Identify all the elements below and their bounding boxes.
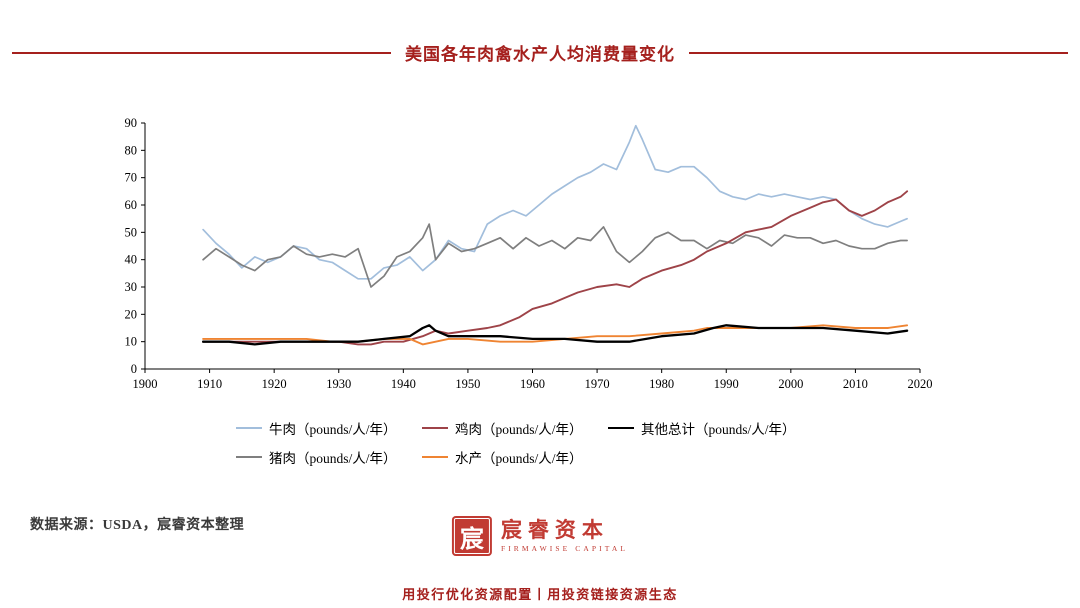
company-seal-icon: 宸 xyxy=(451,516,492,556)
legend-item-pork: 猪肉（pounds/人/年） xyxy=(236,447,420,467)
chart-area: 0 10 20 30 40 50 60 70 80 90 1900 1910 1920 1930 1940 1… xyxy=(86,111,1080,467)
company-slogan: 用投行优化资源配置丨用投资链接资源生态 xyxy=(402,587,678,602)
data-source: 数据来源：USDA，宸睿资本整理 xyxy=(30,518,245,533)
legend-swatch-pork xyxy=(236,456,262,458)
y-tick-label: 50 xyxy=(125,225,138,239)
y-tick-label: 0 xyxy=(131,362,137,376)
y-tick-label: 20 xyxy=(125,307,138,321)
header: 美国各年肉禽水产人均消费量变化 xyxy=(0,0,1080,65)
x-tick-label: 1980 xyxy=(649,377,674,391)
legend-swatch-fish xyxy=(422,456,448,458)
legend-swatch-beef xyxy=(236,427,262,429)
y-tick-label: 80 xyxy=(125,143,138,157)
legend-label-chicken: 鸡肉（pounds/人/年） xyxy=(455,422,583,437)
legend-item-chicken: 鸡肉（pounds/人/年） xyxy=(422,418,606,438)
seal-character: 宸 xyxy=(459,526,484,553)
y-tick-label: 90 xyxy=(125,116,138,130)
x-tick-label: 2000 xyxy=(778,377,803,391)
consumption-line-chart: 0 10 20 30 40 50 60 70 80 90 1900 1910 1920 1930 1940 1… xyxy=(125,116,933,391)
legend-label-pork: 猪肉（pounds/人/年） xyxy=(269,451,397,466)
y-tick-label: 30 xyxy=(125,280,138,294)
legend-item-beef: 牛肉（pounds/人/年） xyxy=(236,418,420,438)
x-tick-label: 2020 xyxy=(908,377,933,391)
legend-swatch-chicken xyxy=(422,427,448,429)
series-line-beef xyxy=(202,124,908,280)
legend-label-fish: 水产（pounds/人/年） xyxy=(455,451,583,466)
series-line-chicken xyxy=(202,190,909,346)
logo-text: 宸睿资本 FIRMAWISE CAPITAL xyxy=(500,517,629,554)
title-rule-right xyxy=(689,51,1068,54)
company-logo: 宸 宸睿资本 FIRMAWISE CAPITAL xyxy=(451,516,629,556)
title-rule-left xyxy=(12,51,391,54)
logo-chinese-name: 宸睿资本 xyxy=(500,517,609,542)
logo-english-name: FIRMAWISE CAPITAL xyxy=(500,544,629,554)
series-line-other xyxy=(201,324,909,346)
legend-label-beef: 牛肉（pounds/人/年） xyxy=(269,422,397,437)
x-tick-label: 1930 xyxy=(326,377,351,391)
y-tick-label: 10 xyxy=(125,335,138,349)
y-tick-label: 40 xyxy=(125,253,138,267)
y-tick-label: 60 xyxy=(125,198,138,212)
legend-item-fish: 水产（pounds/人/年） xyxy=(422,447,606,467)
legend-item-other: 其他总计（pounds/人/年） xyxy=(608,418,796,438)
series-line-pork xyxy=(202,223,908,288)
legend-swatch-other xyxy=(608,427,634,429)
x-tick-label: 1910 xyxy=(197,377,222,391)
legend-label-other: 其他总计（pounds/人/年） xyxy=(641,422,796,437)
x-tick-label: 1940 xyxy=(391,377,416,391)
x-tick-label: 1990 xyxy=(714,377,739,391)
x-tick-label: 1960 xyxy=(520,377,545,391)
x-tick-label: 1950 xyxy=(455,377,480,391)
page-title: 美国各年肉禽水产人均消费量变化 xyxy=(405,45,675,64)
x-tick-label: 1970 xyxy=(585,377,610,391)
chart-legend: 牛肉（pounds/人/年） 鸡肉（pounds/人/年） 其他总计（pounds/… xyxy=(236,418,1080,467)
x-tick-label: 2010 xyxy=(843,377,868,391)
legend-row: 猪肉（pounds/人/年） 水产（pounds/人/年） xyxy=(236,447,1080,467)
x-tick-label: 1900 xyxy=(133,377,158,391)
x-tick-label: 1920 xyxy=(262,377,287,391)
legend-row: 牛肉（pounds/人/年） 鸡肉（pounds/人/年） 其他总计（pounds/… xyxy=(236,418,1080,438)
y-tick-label: 70 xyxy=(125,171,138,185)
